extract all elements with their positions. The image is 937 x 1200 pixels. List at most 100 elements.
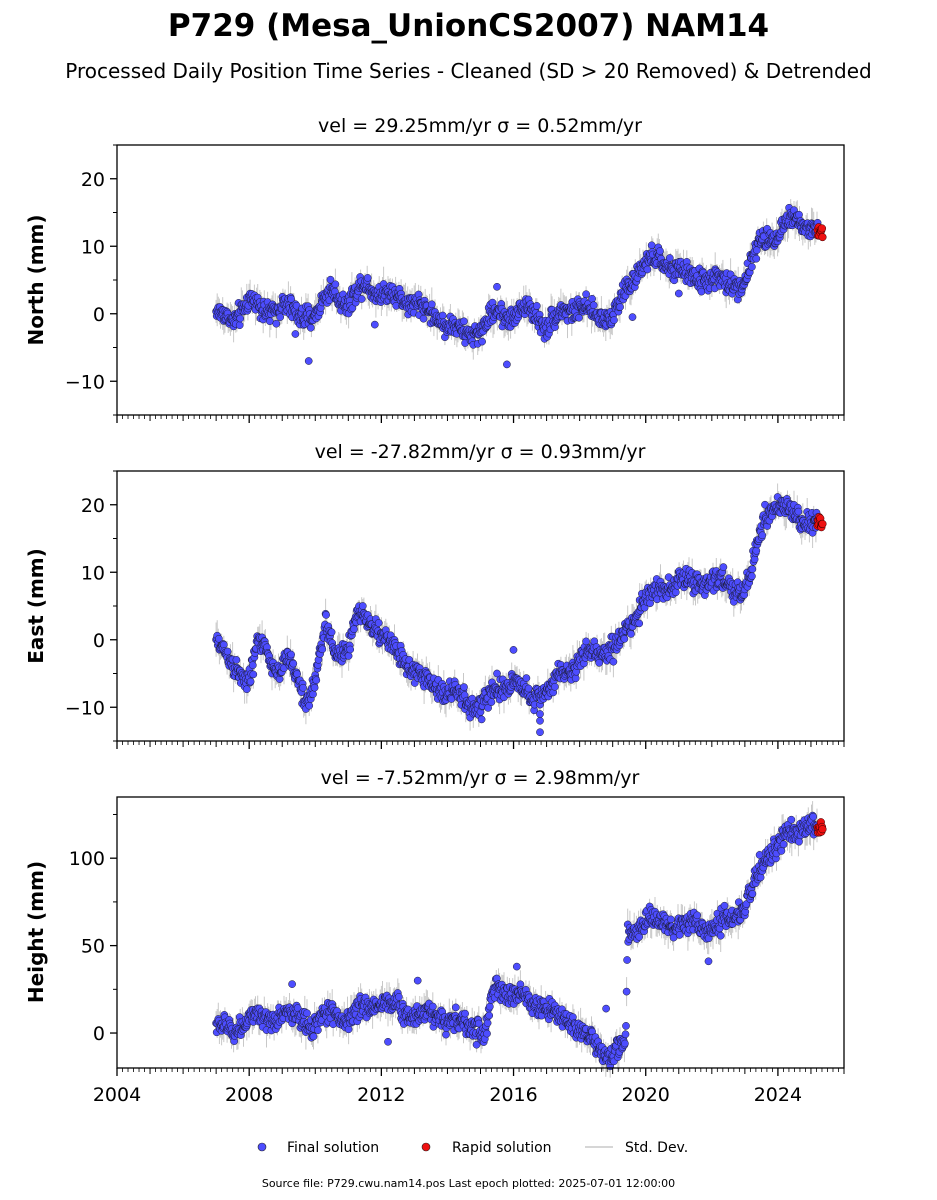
east-y-tick-label: 20 <box>81 495 105 517</box>
east-final-point <box>310 683 319 692</box>
height-rapid-point <box>818 825 827 834</box>
height-final-point <box>748 889 757 898</box>
east-final-point <box>223 647 232 656</box>
height-final-point <box>395 993 403 1001</box>
north-final-point <box>752 254 761 263</box>
height-final-point <box>485 1011 494 1020</box>
east-final-point <box>305 701 314 710</box>
east-final-point <box>752 546 761 555</box>
east-final-point <box>609 657 618 666</box>
north-final-point <box>503 360 511 369</box>
north-final-point <box>331 280 340 289</box>
north-final-point <box>628 313 637 321</box>
height-y-tick-label: 50 <box>81 936 105 958</box>
east-final-point <box>794 507 803 516</box>
height-final-point <box>756 873 765 882</box>
east-rapid-solution-points <box>813 513 827 532</box>
east-final-point <box>309 690 317 699</box>
east-final-point <box>358 602 367 610</box>
east-final-point <box>322 611 330 619</box>
north-final-point <box>235 321 244 330</box>
north-final-point <box>291 330 300 338</box>
height-x-tick-label: 2024 <box>754 1084 802 1106</box>
east-panel-title: vel = -27.82mm/yr σ = 0.93mm/yr <box>315 441 646 463</box>
east-final-point <box>249 670 258 679</box>
height-final-point <box>779 840 788 849</box>
height-final-point <box>512 962 521 971</box>
north-final-point <box>265 317 274 326</box>
north-final-point <box>656 247 664 255</box>
north-final-point <box>616 303 624 311</box>
north-final-point <box>460 317 468 326</box>
height-final-point <box>483 1029 491 1038</box>
north-final-point <box>493 282 501 291</box>
east-final-point <box>536 716 544 725</box>
legend-final-label: Final solution <box>287 1140 379 1156</box>
east-final-point <box>551 682 559 691</box>
north-final-point <box>272 319 281 328</box>
north-data-points <box>212 199 827 369</box>
east-final-point <box>493 669 501 678</box>
east-final-point <box>299 683 307 692</box>
north-y-tick-label: 10 <box>81 236 105 258</box>
height-panel: vel = -7.52mm/yr σ = 2.98mm/yr Height (m… <box>24 767 845 1106</box>
height-final-point <box>795 837 803 846</box>
height-x-tick-label: 2016 <box>489 1084 537 1106</box>
north-final-point <box>306 323 315 332</box>
east-rapid-point <box>818 519 827 528</box>
north-final-point <box>647 241 656 250</box>
east-final-point <box>582 637 590 646</box>
height-panel-title: vel = -7.52mm/yr σ = 2.98mm/yr <box>321 767 640 789</box>
height-axes: 0 50 100 2004 2008 2012 2016 2020 2024 <box>69 796 845 1106</box>
north-final-point <box>582 290 590 299</box>
north-panel: vel = 29.25mm/yr σ = 0.52mm/yr North (mm… <box>24 115 845 423</box>
height-final-point <box>621 1030 630 1039</box>
east-final-point <box>524 684 533 693</box>
north-final-point <box>419 314 428 323</box>
height-final-point <box>675 931 684 939</box>
height-final-point <box>309 1032 318 1041</box>
east-final-point <box>248 661 257 670</box>
legend-final-marker <box>257 1142 267 1152</box>
height-final-point <box>623 956 631 964</box>
east-y-tick-label: 0 <box>93 630 105 652</box>
height-final-point <box>667 915 675 924</box>
height-x-tick-label: 2020 <box>622 1084 670 1106</box>
north-rapid-solution-points <box>813 223 827 242</box>
east-final-point <box>287 650 295 659</box>
east-final-point <box>635 619 644 628</box>
height-final-point <box>384 1037 392 1046</box>
north-final-point <box>665 254 674 262</box>
east-final-point <box>509 646 518 654</box>
east-final-point <box>671 588 680 597</box>
north-final-point <box>478 337 486 346</box>
legend-rapid-marker <box>421 1142 431 1152</box>
north-y-tick-label: −10 <box>65 371 105 393</box>
north-final-point <box>643 265 652 274</box>
north-final-point <box>438 311 447 320</box>
height-y-axis-label: Height (mm) <box>24 861 48 1003</box>
north-final-point <box>363 274 372 282</box>
east-y-tick-label: 10 <box>81 562 105 584</box>
east-final-point <box>312 676 321 685</box>
east-panel: vel = -27.82mm/yr σ = 0.93mm/yr East (mm… <box>24 441 845 749</box>
height-final-point <box>413 976 422 985</box>
east-final-point <box>595 658 604 667</box>
east-final-point <box>460 683 468 691</box>
east-data-points <box>212 483 827 737</box>
north-final-point <box>588 294 596 303</box>
east-final-point <box>750 555 759 564</box>
east-final-point <box>571 674 580 683</box>
legend-std-label: Std. Dev. <box>625 1140 688 1156</box>
north-final-point <box>304 357 313 365</box>
east-final-point <box>350 625 358 633</box>
east-y-axis-label: East (mm) <box>24 548 48 664</box>
height-final-point <box>787 815 796 824</box>
height-x-tick-label: 2004 <box>93 1084 141 1106</box>
north-final-point <box>357 295 366 303</box>
height-final-point <box>622 987 631 996</box>
east-axes: −10 0 10 20 <box>65 470 845 749</box>
figure-title: P729 (Mesa_UnionCS2007) NAM14 <box>168 8 769 44</box>
east-final-point <box>536 710 544 718</box>
height-final-point <box>288 980 296 988</box>
